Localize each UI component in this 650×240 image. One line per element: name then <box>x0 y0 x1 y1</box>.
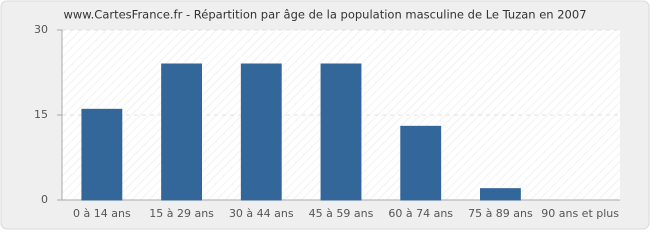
x-tick-label: 15 à 29 ans <box>149 207 214 220</box>
y-tick-label: 15 <box>34 108 48 121</box>
x-tick-label: 0 à 14 ans <box>73 207 131 220</box>
page: {"chart_data": {"type": "bar", "title": … <box>0 0 650 230</box>
bar <box>81 108 123 201</box>
bar <box>320 63 362 201</box>
x-tick-label: 75 à 89 ans <box>468 207 533 220</box>
chart-title: www.CartesFrance.fr - Répartition par âg… <box>63 8 586 22</box>
bar <box>161 63 202 201</box>
bar <box>480 188 521 201</box>
y-tick-label: 0 <box>41 193 48 206</box>
y-tick-label: 30 <box>34 23 48 36</box>
chart: www.CartesFrance.fr - Répartition par âg… <box>0 0 650 230</box>
x-tick-label: 30 à 44 ans <box>229 207 294 220</box>
bar <box>240 63 282 201</box>
x-tick-label: 90 ans et plus <box>541 207 619 220</box>
x-tick-label: 45 à 59 ans <box>309 207 374 220</box>
bar <box>400 125 442 201</box>
x-tick-label: 60 à 74 ans <box>388 207 453 220</box>
